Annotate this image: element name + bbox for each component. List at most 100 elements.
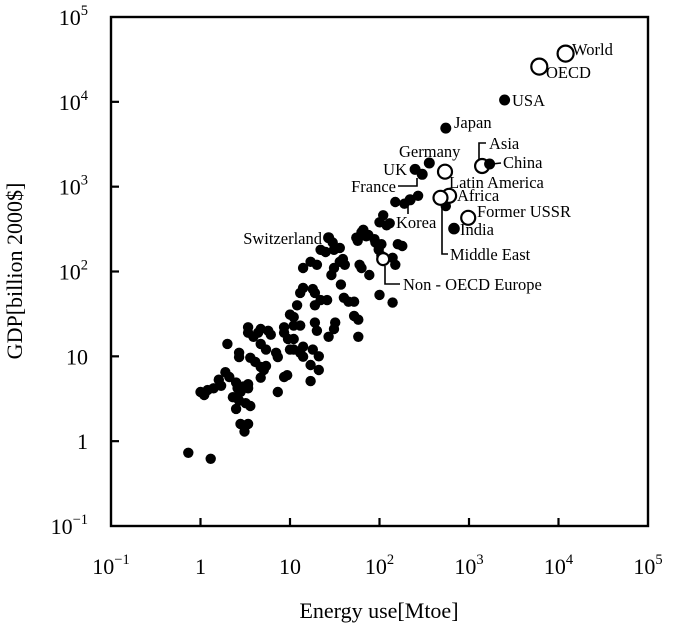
- point-oecd: [530, 57, 549, 76]
- data-point: [376, 239, 387, 250]
- data-point: [242, 322, 254, 333]
- data-point: [381, 220, 392, 231]
- tick-label: 104: [59, 88, 89, 115]
- data-point: [230, 403, 242, 415]
- data-point: [356, 262, 367, 274]
- data-point: [326, 269, 337, 281]
- data-point: [205, 453, 216, 464]
- point-korea: [404, 194, 416, 206]
- tick-label: 105: [633, 552, 662, 579]
- data-point: [278, 322, 290, 333]
- data-point: [311, 325, 323, 336]
- label-germany: Germany: [399, 142, 461, 161]
- data-point: [330, 317, 341, 328]
- data-point: [260, 360, 272, 372]
- data-point: [387, 297, 398, 308]
- data-point: [288, 311, 299, 323]
- data-point: [288, 333, 299, 345]
- label-middle-east: Middle East: [450, 245, 531, 264]
- data-point: [307, 283, 318, 295]
- label-china: China: [503, 153, 543, 172]
- data-point: [348, 310, 360, 322]
- label-oecd: OECD: [546, 63, 591, 82]
- tick-label: 102: [365, 552, 394, 579]
- data-point: [183, 447, 194, 458]
- x-axis-title: Energy use[Mtoe]: [299, 598, 458, 623]
- data-point: [260, 344, 272, 355]
- data-point: [397, 240, 408, 252]
- data-point: [364, 269, 375, 281]
- data-point: [245, 400, 256, 412]
- data-point: [352, 235, 363, 246]
- data-point: [265, 329, 276, 340]
- data-point: [320, 246, 331, 258]
- point-japan: [440, 122, 452, 134]
- data-point: [323, 331, 334, 342]
- tick-label: 105: [59, 3, 88, 30]
- tick-label: 102: [59, 258, 88, 285]
- data-point: [412, 190, 424, 201]
- leader-non-oecd-europe: [384, 266, 400, 285]
- data-point: [297, 282, 309, 294]
- leader-france: [398, 178, 418, 187]
- data-point: [239, 426, 250, 437]
- data-point: [297, 351, 309, 362]
- label-india: India: [460, 220, 495, 239]
- tick-label: 10: [66, 344, 88, 369]
- data-point: [305, 359, 316, 371]
- leader-middle-east: [441, 205, 448, 255]
- label-france: France: [351, 177, 396, 196]
- label-japan: Japan: [454, 113, 492, 132]
- tick-label: 10: [279, 554, 301, 579]
- data-point: [284, 344, 296, 355]
- point-latin-america: [436, 163, 454, 180]
- leader-china: [491, 162, 502, 165]
- data-point: [233, 347, 245, 358]
- data-point: [315, 294, 326, 306]
- point-former-ussr: [460, 209, 477, 226]
- point-usa: [499, 94, 511, 106]
- label-africa: Africa: [457, 186, 500, 205]
- tick-label: 10−1: [92, 552, 129, 579]
- data-point: [390, 259, 401, 270]
- data-point: [307, 344, 318, 355]
- data-point: [374, 289, 385, 301]
- label-uk: UK: [383, 160, 407, 179]
- label-korea: Korea: [396, 213, 437, 232]
- leader-asia: [478, 142, 486, 159]
- tick-label: 10−1: [51, 512, 88, 539]
- label-switzerland: Switzerland: [243, 229, 323, 248]
- data-point: [348, 296, 360, 307]
- axis-ticks: 10−1 1 10 102 103 104 105 10−1 1 10 102 103 104 105: [51, 3, 663, 579]
- data-point: [390, 196, 401, 208]
- data-point: [335, 279, 347, 290]
- point-india: [448, 222, 460, 235]
- label-non-oecd-europe: Non - OECD Europe: [403, 275, 542, 294]
- point-world: [556, 44, 575, 63]
- data-point: [291, 300, 303, 311]
- data-point: [297, 341, 309, 352]
- point-non-oecd-europe: [376, 252, 391, 267]
- tick-label: 1: [195, 554, 206, 579]
- label-world: World: [572, 40, 614, 59]
- data-point: [313, 364, 324, 376]
- data-point: [272, 386, 283, 398]
- tick-label: 103: [59, 173, 88, 200]
- data-point: [353, 331, 364, 342]
- data-point: [213, 374, 224, 385]
- point-france: [416, 168, 428, 180]
- point-china: [484, 158, 496, 170]
- tick-label: 1: [77, 429, 88, 454]
- label-asia: Asia: [489, 134, 520, 153]
- data-point: [334, 242, 345, 254]
- data-point: [339, 259, 350, 270]
- label-former-ussr: Former USSR: [477, 202, 571, 221]
- point-germany: [423, 157, 435, 169]
- data-point: [311, 259, 323, 270]
- data-point: [242, 379, 254, 390]
- point-switzerland: [323, 232, 335, 244]
- data-point: [222, 338, 233, 350]
- tick-label: 104: [544, 552, 574, 579]
